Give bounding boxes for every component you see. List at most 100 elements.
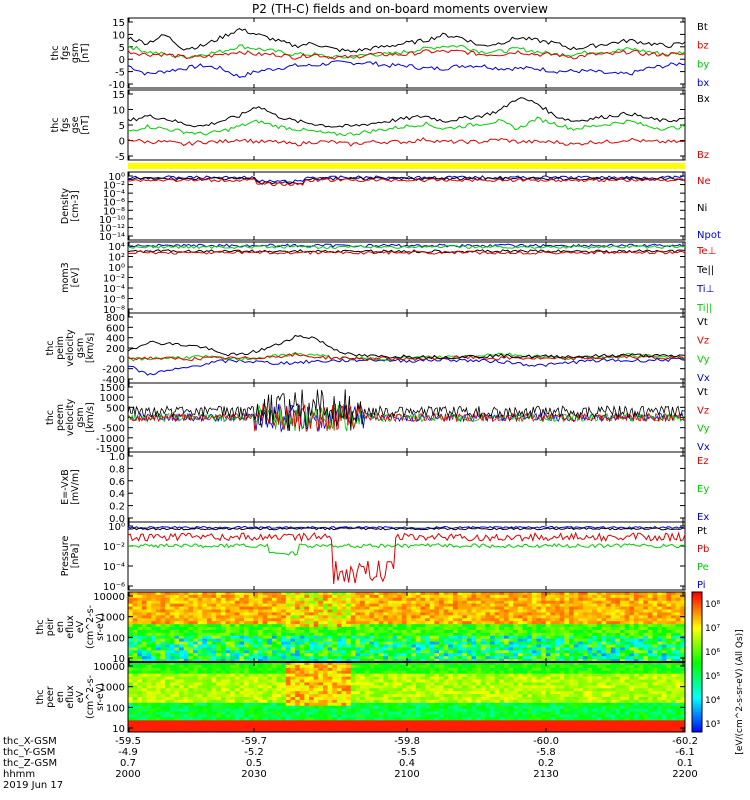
y-label-line: thc xyxy=(45,410,56,425)
y-axis-label: thc peem velocity gsm [km/s] xyxy=(45,399,96,437)
colorbar-tick-label: 10³ xyxy=(705,720,720,730)
y-label-line: en xyxy=(55,691,66,703)
colorbar-stop xyxy=(692,634,702,637)
y-label-line: eV xyxy=(75,620,86,633)
x-row-value: 2100 xyxy=(394,769,419,780)
y-label-line: thc xyxy=(50,46,61,61)
x-row-value: -5.5 xyxy=(397,747,417,758)
x-row-value: -59.5 xyxy=(115,736,141,747)
y-tick-label: 10⁻⁶ xyxy=(103,295,125,306)
colorbar-stop xyxy=(692,712,702,715)
legend-Vx: Vx xyxy=(697,373,710,384)
x-row-value: 0.2 xyxy=(538,758,554,769)
y-label-line: fgs xyxy=(60,118,71,132)
y-tick-label: 10⁻¹⁴ xyxy=(99,232,125,243)
legend-Ne: Ne xyxy=(697,176,711,187)
x-row-label: thc_Z-GSM xyxy=(3,758,57,769)
y-tick-label: 1000 xyxy=(100,683,125,694)
data-quality-bar xyxy=(128,163,685,169)
x-row-value: 2130 xyxy=(533,769,558,780)
legend-Vy: Vy xyxy=(697,424,710,435)
colorbar-tick-label: 10⁶ xyxy=(705,648,720,658)
y-tick-label: 10⁴ xyxy=(108,242,125,253)
y-tick-label: 0 xyxy=(119,55,125,66)
y-label-line: eflux xyxy=(65,615,76,639)
colorbar-stop xyxy=(692,664,702,667)
y-tick-label: 0.8 xyxy=(109,464,125,475)
legend-Ez: Ez xyxy=(697,456,709,467)
panel-frame xyxy=(127,451,686,523)
colorbar-label-text: [eV/(cm^2-s-sr-eV) (All Qs)] xyxy=(735,629,745,754)
y-label-line: thc xyxy=(35,620,46,635)
y-label-line: eV xyxy=(75,690,86,703)
y-label-line: thc xyxy=(45,341,56,356)
legend-bz: bz xyxy=(697,41,709,52)
legend-Vz: Vz xyxy=(697,405,709,416)
colorbar-stop xyxy=(692,680,702,683)
y-label-line: [nPa] xyxy=(70,544,81,569)
x-row-value: -5.8 xyxy=(536,747,556,758)
panel-frame xyxy=(127,17,686,89)
y-tick-label: 10⁻¹⁰ xyxy=(99,215,125,226)
y-tick-label: 10⁻⁴ xyxy=(103,562,125,573)
y-label-line: velocity xyxy=(65,329,76,367)
colorbar-stop xyxy=(692,666,702,669)
y-label-line: peer xyxy=(45,686,56,708)
y-tick-label: 1000 xyxy=(100,393,125,404)
colorbar-stop xyxy=(692,620,702,623)
legend-Te||: Te|| xyxy=(696,265,714,276)
colorbar-stop xyxy=(692,706,702,709)
colorbar-stop xyxy=(692,720,702,723)
y-tick-label: 5 xyxy=(119,121,125,132)
y-tick-label: 10 xyxy=(112,30,125,41)
colorbar-stop xyxy=(692,644,702,647)
colorbar-stop xyxy=(692,692,702,695)
y-tick-label: 10 xyxy=(112,724,125,735)
y-label-line: [eV] xyxy=(70,268,81,288)
colorbar-stop xyxy=(692,592,702,595)
y-label-line: Pressure xyxy=(60,536,71,577)
colorbar-stop xyxy=(692,704,702,707)
colorbar-tick-label: 10⁷ xyxy=(705,624,720,634)
legend-Vt: Vt xyxy=(697,387,708,398)
density-trace xyxy=(127,178,686,187)
legend-Pt: Pt xyxy=(697,526,707,537)
colorbar-stop xyxy=(692,618,702,621)
colorbar-stop xyxy=(692,598,702,601)
x-row-value: -60.0 xyxy=(533,736,559,747)
colorbar-stop xyxy=(692,654,702,657)
x-row-value: -5.2 xyxy=(244,747,264,758)
x-row-value: -60.2 xyxy=(672,736,698,747)
pressure-trace xyxy=(127,543,686,556)
x-row-value: -6.1 xyxy=(675,747,695,758)
y-tick-label: -10 xyxy=(109,80,125,91)
colorbar-stop xyxy=(692,668,702,671)
y-tick-label: 10000 xyxy=(93,662,125,673)
x-row-label: thc_X-GSM xyxy=(3,736,57,747)
y-label-line: peim xyxy=(55,336,66,360)
y-tick-label: 10000 xyxy=(93,592,125,603)
colorbar-stop xyxy=(692,630,702,633)
x-axis-annotations: thc_X-GSM -59.5 -59.7 -59.8 -60.0 -60.2 thc_Y-… xyxy=(3,736,698,791)
panel-efield: 1.00.8 0.60.4 0.20.0 E=-VxB [mV/m] Ez Ey Ex xyxy=(60,451,709,525)
colorbar-stop xyxy=(692,624,702,627)
density-trace xyxy=(127,176,686,185)
colorbar-stop xyxy=(692,670,702,673)
legend-Ex: Ex xyxy=(697,512,709,523)
colorbar-stop xyxy=(692,700,702,703)
y-label-line: thc xyxy=(50,118,61,133)
x-row-value: 0.1 xyxy=(677,758,693,769)
legend-Vt: Vt xyxy=(697,317,708,328)
colorbar-stop xyxy=(692,724,702,727)
y-tick-label: 10⁻⁴ xyxy=(103,284,125,295)
legend-Ni: Ni xyxy=(697,203,707,214)
colorbar-stop xyxy=(692,646,702,649)
colorbar-stop xyxy=(692,638,702,641)
spectrogram-peir_eflux xyxy=(128,592,686,663)
colorbar-stop xyxy=(692,698,702,701)
series-Bz xyxy=(127,137,686,147)
y-axis-label: thc fgs gse [nT] xyxy=(50,115,91,134)
